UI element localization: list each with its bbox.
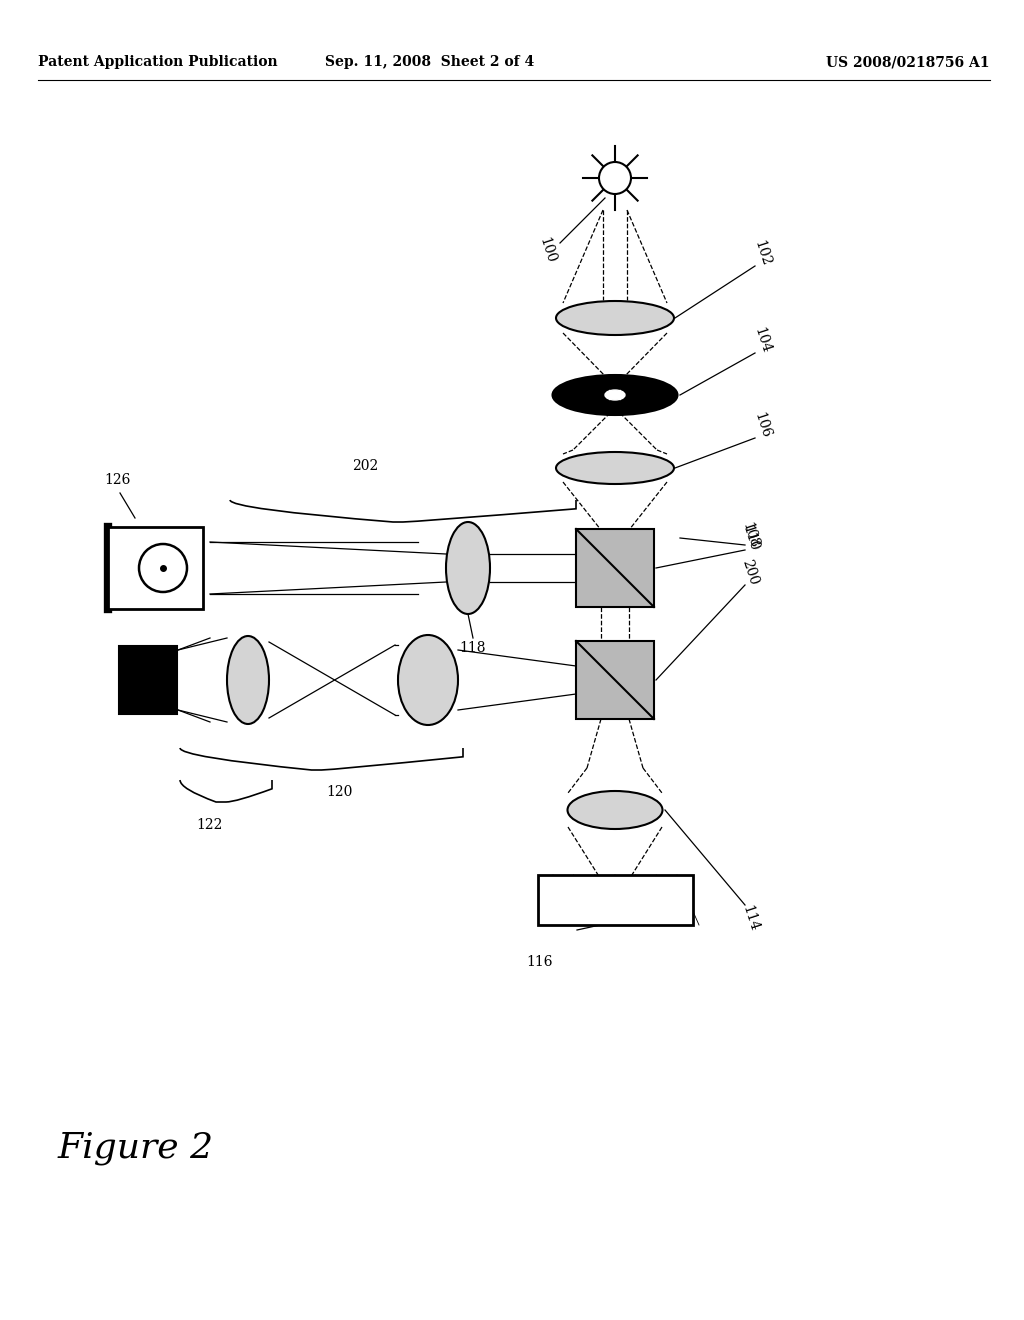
Text: 202: 202 — [352, 459, 378, 473]
Text: 126: 126 — [103, 473, 130, 487]
Ellipse shape — [227, 636, 269, 723]
Text: Patent Application Publication: Patent Application Publication — [38, 55, 278, 69]
Text: 122: 122 — [197, 818, 223, 832]
Bar — [108, 527, 203, 609]
Text: 100: 100 — [537, 235, 558, 265]
Text: 118: 118 — [460, 642, 486, 655]
Text: 116: 116 — [526, 954, 553, 969]
Text: 110: 110 — [739, 523, 761, 553]
Ellipse shape — [398, 635, 458, 725]
Text: 106: 106 — [752, 411, 773, 440]
Ellipse shape — [556, 301, 674, 335]
Bar — [538, 875, 692, 925]
Circle shape — [139, 544, 187, 591]
Bar — [575, 642, 654, 719]
Circle shape — [599, 162, 631, 194]
Text: Sep. 11, 2008  Sheet 2 of 4: Sep. 11, 2008 Sheet 2 of 4 — [326, 55, 535, 69]
Text: 114: 114 — [739, 903, 761, 933]
Ellipse shape — [567, 791, 663, 829]
Text: 108: 108 — [739, 520, 761, 549]
Text: 120: 120 — [327, 785, 353, 799]
Bar — [119, 645, 177, 714]
Text: 104: 104 — [752, 325, 773, 355]
Bar — [575, 529, 654, 607]
Ellipse shape — [446, 521, 490, 614]
Ellipse shape — [553, 375, 678, 414]
Text: Figure 2: Figure 2 — [58, 1131, 214, 1166]
Ellipse shape — [605, 389, 625, 400]
Ellipse shape — [556, 451, 674, 484]
Text: US 2008/0218756 A1: US 2008/0218756 A1 — [826, 55, 990, 69]
Text: 200: 200 — [739, 557, 761, 586]
Text: 102: 102 — [752, 239, 773, 268]
